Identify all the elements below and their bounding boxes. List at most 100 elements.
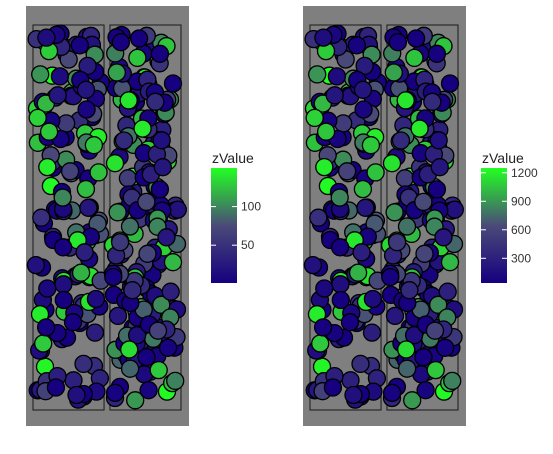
legend-tick-label: 1200 bbox=[511, 166, 538, 180]
data-point bbox=[70, 36, 89, 55]
data-point bbox=[158, 338, 178, 357]
data-point bbox=[152, 295, 171, 314]
data-point bbox=[75, 243, 94, 262]
data-point bbox=[352, 243, 371, 262]
data-point bbox=[385, 203, 404, 222]
data-point bbox=[37, 28, 56, 47]
data-point bbox=[382, 383, 402, 403]
legend-tick-label: 100 bbox=[241, 200, 261, 214]
data-point bbox=[331, 290, 350, 310]
data-point bbox=[139, 381, 158, 400]
data-point bbox=[423, 92, 442, 111]
data-point bbox=[363, 289, 383, 309]
data-point bbox=[400, 281, 419, 300]
data-point bbox=[427, 180, 447, 199]
data-point bbox=[354, 100, 373, 119]
data-point bbox=[353, 179, 373, 199]
data-point bbox=[414, 192, 433, 212]
data-point bbox=[111, 33, 131, 52]
data-point bbox=[405, 48, 424, 68]
data-point bbox=[316, 122, 336, 141]
data-point bbox=[410, 119, 429, 138]
data-point bbox=[382, 154, 402, 173]
data-point bbox=[28, 108, 47, 128]
data-point bbox=[330, 188, 349, 207]
data-point bbox=[362, 323, 382, 342]
data-point bbox=[126, 391, 145, 410]
data-point bbox=[430, 158, 449, 177]
data-point bbox=[31, 65, 50, 84]
data-point bbox=[128, 48, 147, 68]
data-point bbox=[330, 238, 350, 257]
data-point bbox=[150, 44, 170, 63]
data-point bbox=[36, 318, 56, 337]
data-point bbox=[146, 92, 165, 111]
data-point bbox=[26, 255, 46, 275]
data-point bbox=[440, 253, 460, 272]
data-point bbox=[138, 244, 157, 263]
data-point bbox=[381, 267, 400, 287]
data-point bbox=[108, 203, 127, 222]
data-point bbox=[150, 180, 170, 199]
data-point bbox=[123, 281, 142, 300]
data-point bbox=[157, 228, 176, 247]
legend-tick-label: 900 bbox=[511, 194, 531, 208]
data-point bbox=[39, 122, 59, 141]
data-point bbox=[64, 371, 83, 390]
data-point bbox=[327, 67, 347, 86]
data-point bbox=[429, 131, 448, 150]
data-point bbox=[120, 340, 139, 359]
data-point bbox=[416, 381, 435, 400]
data-point bbox=[118, 169, 138, 188]
data-point bbox=[403, 391, 422, 410]
legend-colorbar bbox=[481, 168, 507, 283]
data-point bbox=[427, 44, 447, 63]
data-point bbox=[54, 290, 73, 310]
data-point bbox=[89, 163, 108, 182]
data-point bbox=[137, 192, 156, 212]
data-point bbox=[57, 114, 76, 133]
data-point bbox=[361, 136, 381, 155]
data-point bbox=[397, 340, 416, 359]
data-point bbox=[38, 279, 57, 298]
data-point bbox=[168, 200, 187, 219]
data-point bbox=[315, 279, 334, 298]
data-point bbox=[53, 188, 72, 207]
data-point bbox=[114, 131, 134, 150]
data-point bbox=[163, 74, 183, 93]
data-point bbox=[54, 275, 73, 294]
data-point bbox=[78, 56, 97, 76]
data-point bbox=[414, 348, 433, 367]
data-point bbox=[366, 163, 385, 182]
data-point bbox=[353, 80, 373, 99]
data-point bbox=[440, 74, 460, 93]
data-point bbox=[404, 326, 424, 345]
data-point bbox=[415, 244, 434, 263]
data-point bbox=[425, 321, 445, 340]
data-point bbox=[76, 80, 96, 99]
data-point bbox=[325, 86, 344, 105]
data-point bbox=[74, 354, 93, 374]
data-point bbox=[84, 136, 104, 155]
data-point bbox=[397, 217, 417, 236]
data-point bbox=[67, 385, 86, 405]
data-point bbox=[133, 119, 152, 138]
legend-title: zValue bbox=[212, 150, 254, 166]
data-point bbox=[148, 321, 168, 340]
chart-panel-1: zValue 50 100 bbox=[26, 6, 261, 426]
legend-tick-label: 300 bbox=[511, 251, 531, 265]
data-point bbox=[60, 162, 80, 181]
data-point bbox=[50, 67, 70, 86]
data-point bbox=[137, 348, 156, 367]
data-point bbox=[387, 233, 407, 252]
data-point bbox=[79, 198, 98, 217]
data-point bbox=[429, 295, 448, 314]
data-point bbox=[396, 91, 415, 110]
data-point bbox=[334, 114, 353, 133]
data-point bbox=[315, 157, 334, 177]
data-point bbox=[309, 208, 328, 227]
data-point bbox=[119, 91, 138, 110]
data-point bbox=[341, 371, 360, 390]
scatter-points bbox=[303, 24, 464, 410]
